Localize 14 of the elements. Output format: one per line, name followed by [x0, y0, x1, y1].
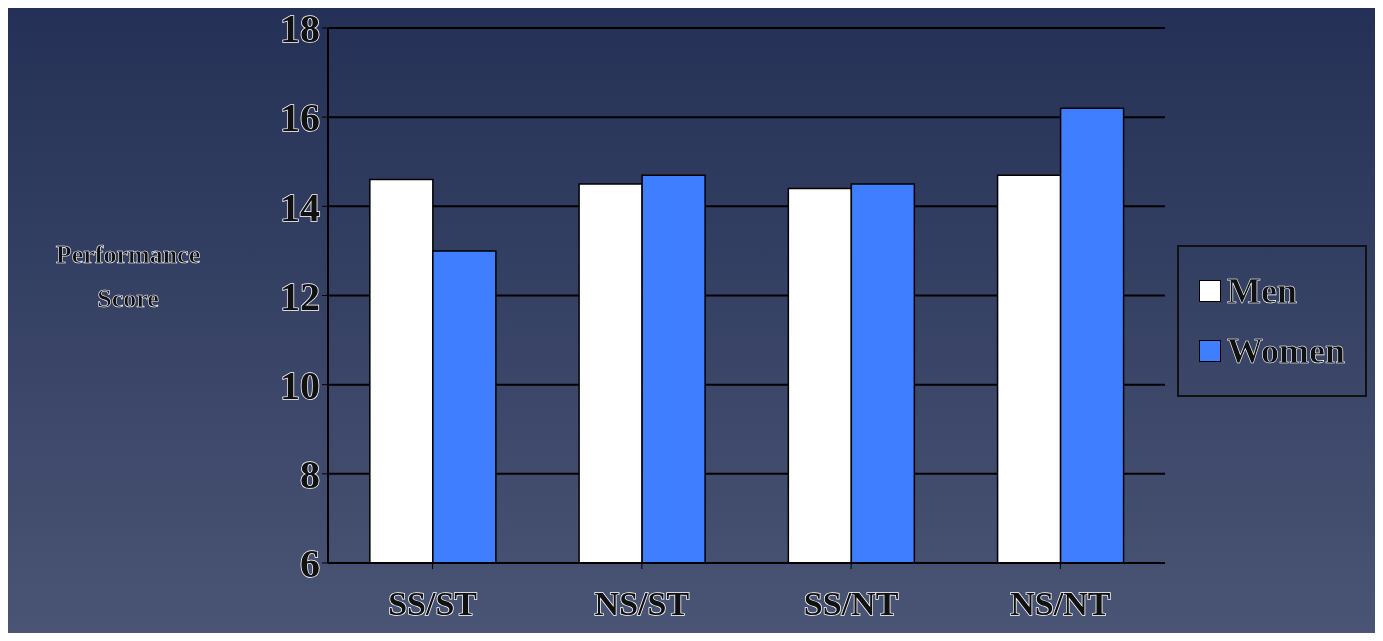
y-tick-label: 16: [280, 95, 320, 141]
y-tick-label: 10: [280, 362, 320, 408]
x-tick-label: SS/NT: [803, 585, 899, 623]
x-tick-label: SS/ST: [388, 585, 478, 623]
x-tick-label: NS/ST: [594, 585, 690, 623]
y-tick-label: 14: [280, 184, 320, 230]
x-tick-label: NS/NT: [1010, 585, 1111, 623]
y-axis-title: Performance Score: [54, 239, 202, 315]
y-tick-label: 12: [280, 273, 320, 319]
legend-label: Women: [1226, 329, 1345, 373]
y-tick-label: 6: [300, 541, 320, 587]
y-tick-label: 8: [300, 452, 320, 498]
legend-label: Men: [1226, 269, 1297, 313]
y-tick-label: 18: [280, 6, 320, 52]
